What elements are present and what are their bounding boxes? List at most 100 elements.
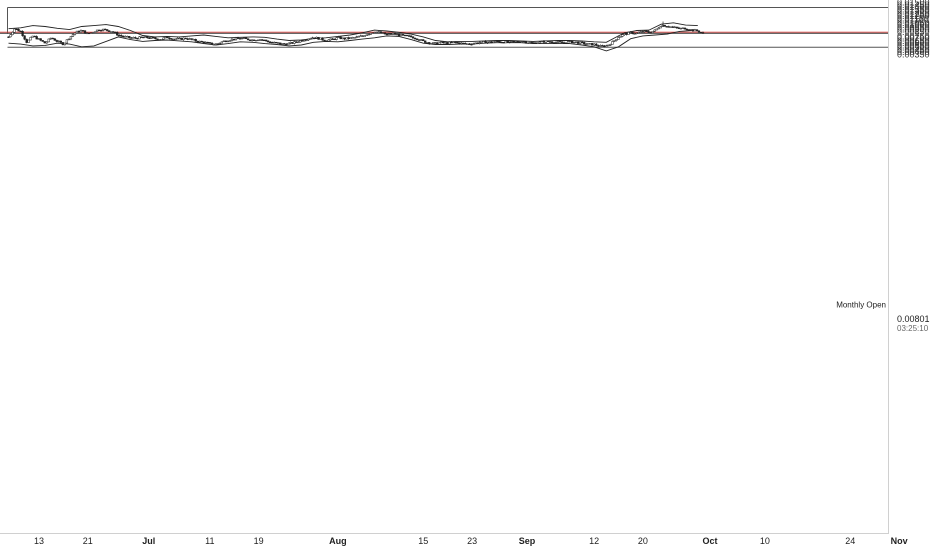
candle-body [13, 28, 16, 33]
candle [367, 33, 370, 36]
time-tick-label: 21 [83, 536, 93, 546]
candle-body [214, 43, 217, 45]
candle-body [200, 40, 203, 43]
candle-body [164, 36, 167, 39]
candle-body [530, 42, 534, 44]
candle-body [450, 41, 453, 44]
candle-body [550, 41, 554, 43]
candle-body [424, 40, 427, 43]
candle-body [673, 26, 676, 29]
candle [281, 43, 284, 45]
candle [172, 38, 175, 41]
candle [422, 39, 425, 42]
candle [482, 40, 485, 43]
candle-body [99, 30, 103, 32]
candle [701, 31, 705, 34]
candle-body [502, 42, 505, 44]
price-tick-label: 0.01000 [897, 20, 930, 30]
candle-body [67, 38, 71, 41]
candle-body [599, 45, 602, 47]
candle-body [452, 41, 455, 43]
candle-body [21, 31, 24, 36]
candle-body [180, 37, 183, 40]
price-tick-label: 0.00450 [897, 45, 930, 55]
candle-body [85, 32, 89, 35]
time-tick-label: 15 [418, 536, 428, 546]
candle-body [480, 41, 483, 43]
candle [89, 32, 93, 35]
candle-body [651, 31, 654, 33]
candle-body [516, 41, 519, 43]
candle-body [252, 39, 256, 41]
candle [411, 36, 415, 39]
candle [375, 31, 379, 34]
candle-body [556, 41, 560, 43]
candle-body [581, 41, 584, 44]
candle-body [619, 36, 622, 38]
monthly-open-label: Monthly Open [836, 301, 886, 310]
candle [75, 30, 79, 34]
candle-body [77, 30, 81, 33]
candle-body [184, 37, 187, 40]
price-tick-label: 0.00750 [897, 31, 930, 41]
candle-body [349, 37, 352, 39]
candle [69, 36, 73, 41]
candle-body [476, 42, 479, 44]
candle-body [444, 42, 447, 44]
candle-body [335, 37, 338, 40]
countdown-label: 03:25:10 [897, 324, 929, 333]
candle-body [391, 32, 395, 35]
candle-body [663, 25, 666, 27]
candle-body [422, 39, 425, 42]
candle [478, 41, 481, 45]
candle-body [230, 38, 234, 41]
candle-body [514, 41, 517, 43]
candle [240, 37, 244, 40]
candle-body [486, 41, 489, 44]
price-tick-label: 0.00950 [897, 22, 930, 32]
candle [9, 34, 12, 38]
candle-body [454, 41, 457, 43]
candle-body [544, 40, 548, 43]
candle-body [283, 43, 286, 45]
candle-body [695, 29, 699, 32]
candle-body [29, 37, 32, 41]
candle-body [579, 41, 582, 44]
candle-body [260, 39, 264, 41]
candle [35, 35, 38, 40]
candle [570, 40, 574, 44]
candle-body [208, 42, 211, 44]
candle [220, 41, 224, 44]
candle [184, 37, 187, 40]
candle-body [224, 40, 228, 42]
candle [659, 26, 662, 29]
candle-body [148, 37, 151, 39]
candle-body [75, 30, 79, 34]
candle-body [498, 41, 501, 43]
candle [573, 41, 576, 44]
candle-body [152, 37, 155, 39]
candle [432, 42, 435, 44]
bollinger-lower-band [8, 30, 692, 52]
price-axis[interactable]: 0.015000.014500.014000.013500.013000.012… [897, 0, 930, 59]
candle-body [593, 43, 596, 46]
candle-body [319, 37, 322, 40]
price-tick-label: 0.00400 [897, 47, 930, 57]
candle [333, 38, 336, 41]
current-price-label: 0.00801 [897, 314, 930, 324]
candle-body [613, 40, 616, 42]
candle-body [355, 36, 358, 38]
candle-body [490, 41, 493, 43]
candle-body [508, 40, 511, 43]
candle-body [313, 37, 316, 39]
time-axis[interactable]: 13 21 Jul 11 19 Aug 15 23 Sep 12 20 Oct 10 24 Nov [34, 536, 908, 546]
candle-body [277, 42, 280, 44]
candle-body [643, 30, 646, 33]
candle [317, 36, 320, 40]
candle [418, 39, 421, 41]
candle-body [91, 32, 95, 34]
plot-layer [0, 6, 888, 52]
candle [697, 30, 701, 34]
